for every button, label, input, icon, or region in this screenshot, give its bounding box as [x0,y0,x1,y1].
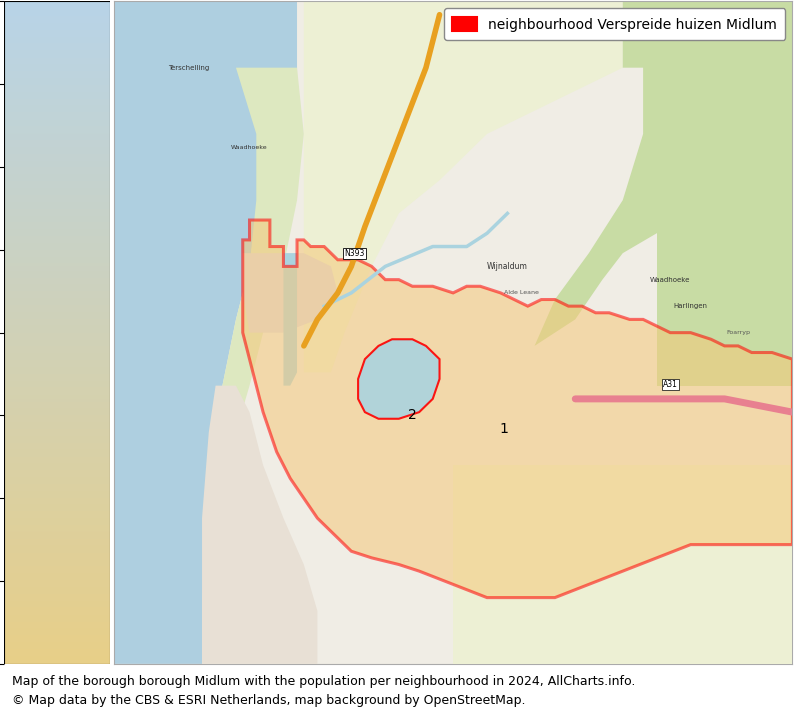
Text: Foarryp: Foarryp [727,330,750,335]
Text: 2: 2 [408,408,417,423]
Polygon shape [243,253,337,333]
Text: Waadhoeke: Waadhoeke [650,277,691,283]
Text: © Map data by the CBS & ESRI Netherlands, map background by OpenStreetMap.: © Map data by the CBS & ESRI Netherlands… [12,694,526,707]
Text: Wijnaldum: Wijnaldum [487,262,528,271]
Text: Harlingen: Harlingen [673,303,707,309]
Polygon shape [283,253,297,385]
FancyBboxPatch shape [453,465,792,664]
FancyBboxPatch shape [657,200,792,385]
FancyBboxPatch shape [114,1,792,664]
Text: Terschelling: Terschelling [168,65,210,70]
Polygon shape [304,1,622,372]
Text: 1: 1 [499,422,508,436]
Polygon shape [114,1,297,664]
Text: N393: N393 [345,249,365,257]
Polygon shape [534,1,792,346]
Polygon shape [222,68,304,432]
Text: Waadhoeke: Waadhoeke [231,145,268,150]
Legend: neighbourhood Verspreide huizen Midlum: neighbourhood Verspreide huizen Midlum [444,9,785,40]
Text: Map of the borough borough Midlum with the population per neighbourhood in 2024,: Map of the borough borough Midlum with t… [12,674,635,687]
Polygon shape [202,385,318,664]
Polygon shape [243,220,792,597]
Text: Alde Leane: Alde Leane [503,290,538,296]
Text: A31: A31 [663,380,678,389]
Polygon shape [358,339,440,418]
